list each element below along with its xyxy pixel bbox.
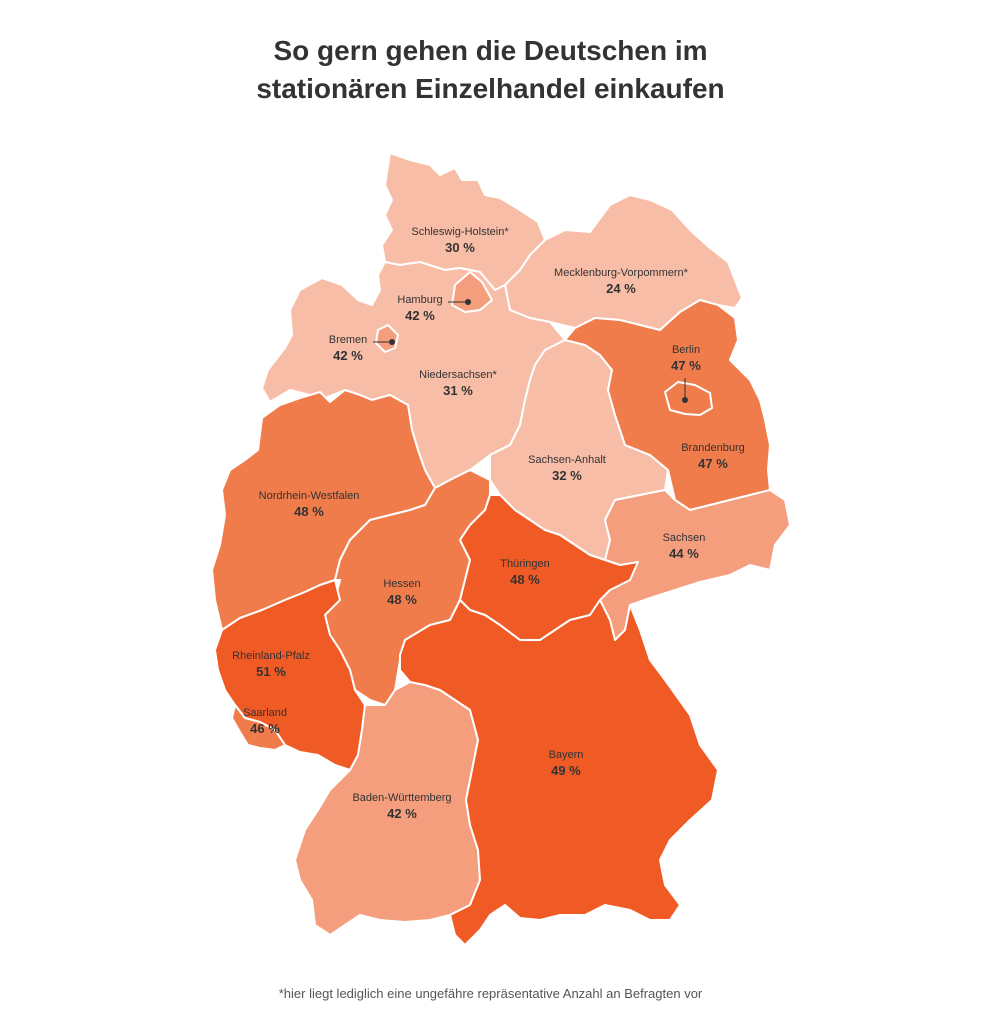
state-value-baden-wuerttemberg: 42 %: [387, 806, 417, 821]
state-name-mecklenburg-vorpommern: Mecklenburg-Vorpommern*: [554, 267, 689, 279]
map-title: So gern gehen die Deutschen im stationär…: [0, 32, 981, 108]
map-title-line-2: stationären Einzelhandel einkaufen: [256, 73, 725, 104]
state-value-thueringen: 48 %: [510, 572, 540, 587]
state-name-saarland: Saarland: [243, 707, 287, 719]
region-bremen: [375, 324, 399, 353]
state-value-sachsen: 44 %: [669, 546, 699, 561]
state-value-bayern: 49 %: [551, 763, 581, 778]
city-markers: [373, 299, 688, 403]
state-name-berlin: Berlin: [672, 344, 700, 356]
state-value-hamburg: 42 %: [405, 308, 435, 323]
state-value-niedersachsen: 31 %: [443, 383, 473, 398]
state-name-baden-wuerttemberg: Baden-Württemberg: [352, 792, 451, 804]
state-name-sachsen-anhalt: Sachsen-Anhalt: [528, 454, 606, 466]
state-value-bremen: 42 %: [333, 348, 363, 363]
state-name-schleswig-holstein: Schleswig-Holstein*: [411, 226, 509, 238]
region-saarland: [231, 704, 286, 751]
footnote: *hier liegt lediglich eine ungefähre rep…: [278, 986, 703, 1001]
state-value-berlin: 47 %: [671, 358, 701, 373]
berlin-marker: [682, 397, 688, 403]
state-value-rheinland-pfalz: 51 %: [256, 664, 286, 679]
state-value-hessen: 48 %: [387, 592, 417, 607]
state-value-nordrhein-westfalen: 48 %: [294, 504, 324, 519]
state-value-sachsen-anhalt: 32 %: [552, 468, 582, 483]
state-name-nordrhein-westfalen: Nordrhein-Westfalen: [259, 490, 360, 502]
hamburg-marker: [465, 299, 471, 305]
state-name-bayern: Bayern: [549, 749, 584, 761]
state-name-hamburg: Hamburg: [397, 294, 442, 306]
state-regions: [211, 152, 791, 946]
bremen-marker: [389, 339, 395, 345]
state-value-mecklenburg-vorpommern: 24 %: [606, 281, 636, 296]
state-value-schleswig-holstein: 30 %: [445, 240, 475, 255]
state-name-rheinland-pfalz: Rheinland-Pfalz: [232, 650, 310, 662]
state-name-niedersachsen: Niedersachsen*: [419, 369, 497, 381]
state-name-hessen: Hessen: [383, 578, 420, 590]
state-name-brandenburg: Brandenburg: [681, 442, 745, 454]
state-name-bremen: Bremen: [329, 334, 368, 346]
state-name-sachsen: Sachsen: [663, 532, 706, 544]
state-value-brandenburg: 47 %: [698, 456, 728, 471]
region-berlin: [664, 381, 713, 416]
region-brandenburg: [564, 299, 771, 511]
map-title-line-1: So gern gehen die Deutschen im: [273, 35, 708, 66]
region-bayern: [399, 599, 719, 946]
state-name-thueringen: Thüringen: [500, 558, 550, 570]
state-labels: Schleswig-Holstein* 30 % Mecklenburg-Vorpo…: [232, 226, 745, 821]
state-value-saarland: 46 %: [250, 721, 280, 736]
